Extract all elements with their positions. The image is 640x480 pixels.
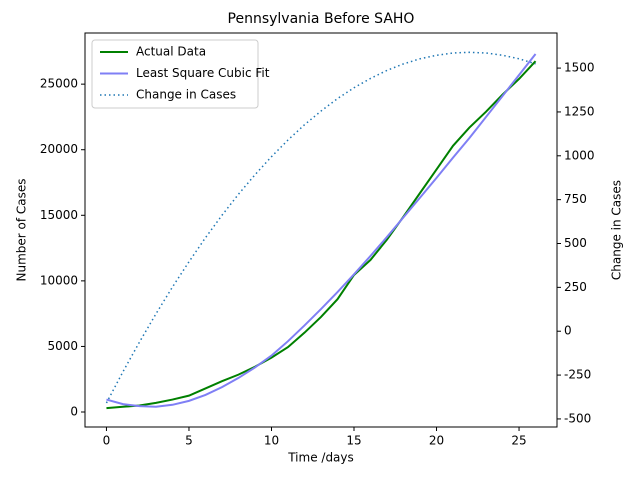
y-tick-label: 20000 [40,142,78,156]
y2-tick-label: 250 [564,280,587,294]
chart-title: Pennsylvania Before SAHO [228,11,415,27]
series-line [106,53,537,408]
y2-tick-label: -250 [564,368,591,382]
y-tick-label: 15000 [40,208,78,222]
y-tick-label: 5000 [47,339,78,353]
legend-label: Actual Data [136,45,206,59]
series-line [106,60,537,410]
x-tick-label: 20 [429,434,444,448]
y2-tick-label: 0 [564,324,572,338]
x-tick-label: 25 [511,434,526,448]
x-tick-label: 15 [346,434,361,448]
plot-frame [84,32,558,428]
legend-label: Least Square Cubic Fit [136,66,270,80]
y2-tick-label: 1500 [564,61,595,75]
x-tick-label: 0 [103,434,111,448]
y2-tick-label: 1000 [564,148,595,162]
y-tick-label: 25000 [40,77,78,91]
y2-axis-label: Change in Cases [610,180,624,280]
x-axis-label: Time /days [287,451,354,465]
y2-tick-label: 500 [564,236,587,250]
y-tick-label: 10000 [40,273,78,287]
x-tick-label: 10 [264,434,279,448]
x-tick-label: 5 [185,434,193,448]
y2-tick-label: 750 [564,192,587,206]
legend-box [91,39,259,109]
y2-tick-label: 1250 [564,104,595,118]
y2-tick-label: -500 [564,411,591,425]
legend-label: Change in Cases [136,88,236,102]
y-axis-label: Number of Cases [15,178,29,281]
y-tick-label: 0 [70,405,78,419]
series-line [105,51,536,404]
